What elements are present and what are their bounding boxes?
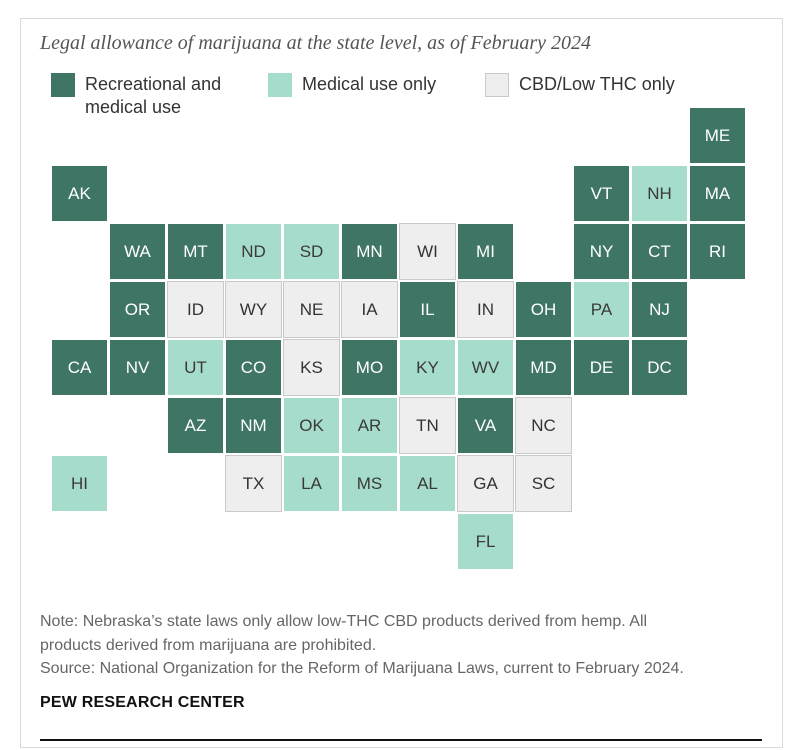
state-tile-co: CO (225, 339, 282, 396)
legend-label-line: Recreational and (85, 74, 222, 94)
state-tile-in: IN (457, 281, 514, 338)
state-tile-ma: MA (689, 165, 746, 222)
note-text-line-1: Note: Nebraska’s state laws only allow l… (40, 613, 648, 630)
state-tile-ok: OK (283, 397, 340, 454)
state-tile-tn: TN (399, 397, 456, 454)
organization-credit: PEW RESEARCH CENTER (40, 694, 245, 711)
tile-map: ME AK VT NH MA WA MT ND SD MN WI MI NY CT RI OR ID WY NE IA… (51, 107, 747, 571)
chart-title: Legal allowance of marijuana at the stat… (40, 32, 592, 54)
state-tile-ar: AR (341, 397, 398, 454)
legend-label-rec: Recreational and medical use (85, 73, 221, 119)
state-tile-nd: ND (225, 223, 282, 280)
state-tile-wv: WV (457, 339, 514, 396)
state-tile-de: DE (573, 339, 630, 396)
state-tile-ri: RI (689, 223, 746, 280)
state-tile-id: ID (167, 281, 224, 338)
state-tile-wy: WY (225, 281, 282, 338)
state-tile-ms: MS (341, 455, 398, 512)
legend-label-med: Medical use only (302, 73, 436, 96)
legend: Recreational and medical use Medical use o… (51, 73, 751, 123)
state-tile-nh: NH (631, 165, 688, 222)
state-tile-vt: VT (573, 165, 630, 222)
state-tile-mt: MT (167, 223, 224, 280)
state-tile-ca: CA (51, 339, 108, 396)
state-tile-ks: KS (283, 339, 340, 396)
state-tile-sc: SC (515, 455, 572, 512)
bottom-rule (40, 739, 762, 741)
state-tile-nj: NJ (631, 281, 688, 338)
state-tile-ia: IA (341, 281, 398, 338)
legend-swatch-med (268, 73, 292, 97)
figure-frame (20, 18, 783, 748)
state-tile-md: MD (515, 339, 572, 396)
notes-block: Note: Nebraska’s state laws only allow l… (40, 610, 770, 681)
state-tile-me: ME (689, 107, 746, 164)
note-text-line-2: products derived from marijuana are proh… (40, 636, 377, 654)
state-tile-sd: SD (283, 223, 340, 280)
legend-label-cbd: CBD/Low THC only (519, 73, 675, 96)
state-tile-ak: AK (51, 165, 108, 222)
state-tile-az: AZ (167, 397, 224, 454)
state-tile-al: AL (399, 455, 456, 512)
state-tile-mo: MO (341, 339, 398, 396)
legend-swatch-rec (51, 73, 75, 97)
state-tile-ne: NE (283, 281, 340, 338)
state-tile-ga: GA (457, 455, 514, 512)
legend-label-line: Medical use only (302, 74, 437, 94)
legend-item-med: Medical use only (268, 73, 436, 97)
state-tile-il: IL (399, 281, 456, 338)
state-tile-pa: PA (573, 281, 630, 338)
state-tile-wi: WI (399, 223, 456, 280)
state-tile-ny: NY (573, 223, 630, 280)
state-tile-nc: NC (515, 397, 572, 454)
legend-item-rec: Recreational and medical use (51, 73, 221, 119)
state-tile-fl: FL (457, 513, 514, 570)
state-tile-ct: CT (631, 223, 688, 280)
state-tile-la: LA (283, 455, 340, 512)
legend-swatch-cbd (485, 73, 509, 97)
state-tile-nm: NM (225, 397, 282, 454)
state-tile-oh: OH (515, 281, 572, 338)
legend-label-line: medical use (85, 97, 182, 117)
state-tile-wa: WA (109, 223, 166, 280)
state-tile-va: VA (457, 397, 514, 454)
state-tile-tx: TX (225, 455, 282, 512)
state-tile-mn: MN (341, 223, 398, 280)
state-tile-nv: NV (109, 339, 166, 396)
state-tile-dc: DC (631, 339, 688, 396)
state-tile-or: OR (109, 281, 166, 338)
source-text: Source: National Organization for the Re… (40, 660, 684, 677)
state-tile-ky: KY (399, 339, 456, 396)
state-tile-mi: MI (457, 223, 514, 280)
state-tile-hi: HI (51, 455, 108, 512)
legend-label-line: CBD/Low THC only (519, 74, 675, 94)
legend-item-cbd: CBD/Low THC only (485, 73, 675, 97)
state-tile-ut: UT (167, 339, 224, 396)
